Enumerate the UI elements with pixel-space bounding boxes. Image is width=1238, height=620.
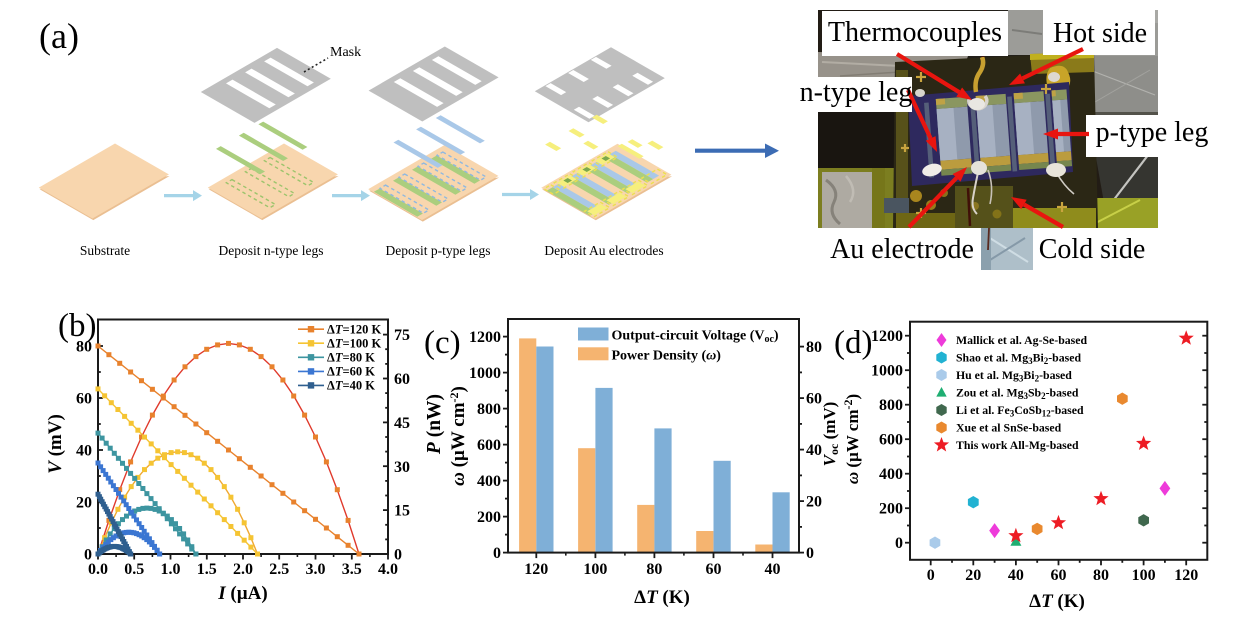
svg-text:80: 80 (76, 339, 92, 356)
svg-text:(d): (d) (834, 325, 872, 361)
svg-text:Deposit Au electrodes: Deposit Au electrodes (544, 243, 663, 258)
svg-text:40: 40 (806, 442, 822, 459)
svg-text:15: 15 (394, 503, 410, 520)
svg-text:(b): (b) (58, 308, 96, 344)
svg-text:800: 800 (879, 397, 903, 414)
svg-text:Zou et al. Mg3Sb2-based: Zou et al. Mg3Sb2-based (956, 386, 1079, 402)
svg-text:ΔT=120 K: ΔT=120 K (327, 322, 381, 336)
svg-text:40: 40 (76, 443, 92, 460)
svg-text:20: 20 (76, 495, 92, 512)
svg-text:Output-circuit Voltage (Voc): Output-circuit Voltage (Voc) (612, 328, 779, 345)
svg-text:200: 200 (477, 509, 501, 526)
svg-text:100: 100 (583, 561, 607, 578)
svg-text:3.0: 3.0 (306, 561, 326, 578)
svg-text:P (nW): P (nW) (424, 394, 445, 455)
svg-text:20: 20 (806, 494, 822, 511)
svg-text:60: 60 (394, 371, 410, 388)
svg-text:ΔT=80 K: ΔT=80 K (327, 351, 375, 365)
svg-text:400: 400 (879, 466, 903, 483)
svg-text:0.5: 0.5 (124, 561, 144, 578)
svg-text:40: 40 (765, 561, 781, 578)
svg-text:Li et al. Fe3CoSb12-based: Li et al. Fe3CoSb12-based (956, 403, 1084, 419)
svg-text:Deposit n-type legs: Deposit n-type legs (219, 243, 324, 258)
svg-text:75: 75 (394, 327, 410, 344)
svg-text:Xue et al SnSe-based: Xue et al SnSe-based (956, 421, 1062, 435)
svg-text:80: 80 (1093, 567, 1109, 584)
svg-text:600: 600 (477, 437, 501, 454)
svg-text:Deposit p-type legs: Deposit p-type legs (386, 243, 491, 258)
svg-text:I (µA): I (µA) (217, 583, 267, 604)
svg-text:ΔT=60 K: ΔT=60 K (327, 365, 375, 379)
svg-text:Hu et al. Mg3Bi2-based: Hu et al. Mg3Bi2-based (956, 368, 1072, 384)
svg-text:0: 0 (84, 547, 92, 564)
svg-text:400: 400 (477, 473, 501, 490)
svg-text:V (mV): V (mV) (45, 414, 66, 474)
svg-text:Voc (mV): Voc (mV) (820, 402, 841, 467)
svg-text:120: 120 (1174, 567, 1198, 584)
svg-text:ω (µW cm-2): ω (µW cm-2) (841, 394, 862, 484)
svg-text:1000: 1000 (469, 365, 501, 382)
svg-text:4.0: 4.0 (378, 561, 398, 578)
svg-text:Au electrode: Au electrode (830, 234, 974, 265)
svg-text:Thermocouples: Thermocouples (828, 17, 1002, 48)
svg-text:Cold side: Cold side (1039, 234, 1146, 265)
svg-text:20: 20 (965, 567, 981, 584)
svg-text:40: 40 (1008, 567, 1024, 584)
svg-text:120: 120 (524, 561, 548, 578)
svg-text:80: 80 (806, 339, 822, 356)
svg-text:100: 100 (1132, 567, 1156, 584)
svg-text:2.0: 2.0 (233, 561, 253, 578)
svg-text:60: 60 (806, 391, 822, 408)
svg-text:60: 60 (1051, 567, 1067, 584)
svg-text:0: 0 (806, 545, 814, 562)
svg-text:1.0: 1.0 (161, 561, 181, 578)
svg-text:60: 60 (706, 561, 722, 578)
svg-text:30: 30 (394, 459, 410, 476)
svg-text:ΔT=40 K: ΔT=40 K (327, 379, 375, 393)
svg-text:(a): (a) (39, 16, 79, 56)
svg-text:60: 60 (76, 391, 92, 408)
svg-text:Substrate: Substrate (80, 243, 130, 258)
svg-text:80: 80 (646, 561, 662, 578)
svg-text:ω (µW cm-2): ω (µW cm-2) (447, 386, 469, 486)
svg-text:600: 600 (879, 432, 903, 449)
svg-text:0: 0 (927, 567, 935, 584)
svg-text:ΔT (K): ΔT (K) (634, 587, 690, 608)
svg-text:0: 0 (493, 545, 501, 562)
svg-text:Power Density (ω): Power Density (ω) (612, 348, 722, 363)
svg-text:This work All-Mg-based: This work All-Mg-based (956, 438, 1079, 452)
svg-text:45: 45 (394, 415, 410, 432)
svg-text:1000: 1000 (871, 363, 903, 380)
svg-text:Mask: Mask (330, 45, 361, 60)
svg-text:n-type leg: n-type leg (800, 77, 913, 108)
svg-text:0: 0 (895, 535, 903, 552)
svg-text:ΔT (K): ΔT (K) (1029, 591, 1085, 612)
svg-text:1200: 1200 (871, 328, 903, 345)
svg-text:2.5: 2.5 (269, 561, 289, 578)
svg-text:Mallick et al. Ag-Se-based: Mallick et al. Ag-Se-based (956, 333, 1088, 347)
svg-text:1.5: 1.5 (197, 561, 217, 578)
svg-text:p-type leg: p-type leg (1096, 117, 1209, 148)
svg-text:0.0: 0.0 (88, 561, 108, 578)
svg-text:800: 800 (477, 401, 501, 418)
svg-text:200: 200 (879, 501, 903, 518)
svg-text:3.5: 3.5 (342, 561, 362, 578)
svg-text:1200: 1200 (469, 329, 501, 346)
svg-text:Hot side: Hot side (1053, 18, 1147, 49)
svg-text:ΔT=100 K: ΔT=100 K (327, 336, 381, 350)
svg-text:(c): (c) (424, 325, 461, 361)
svg-text:Shao et al. Mg3Bi2-based: Shao et al. Mg3Bi2-based (956, 351, 1081, 367)
svg-text:0: 0 (394, 547, 402, 564)
